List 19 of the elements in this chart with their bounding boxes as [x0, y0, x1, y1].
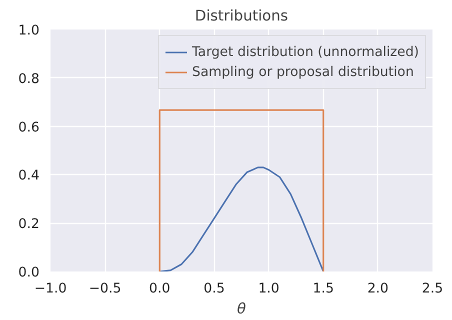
x-tick-label: 2.5	[422, 282, 444, 296]
y-tick-label: 0.0	[18, 266, 40, 280]
x-tick-label: 1.5	[312, 282, 334, 296]
y-tick-label: 0.4	[18, 168, 40, 184]
line-series	[158, 166, 324, 272]
chart-title: Distributions	[194, 8, 288, 24]
x-tick-label: 1.0	[258, 282, 280, 296]
legend-label: Sampling or proposal distribution	[192, 64, 414, 80]
legend-label: Target distribution (unnormalized)	[192, 44, 419, 60]
x-tick-label: 2.0	[367, 282, 389, 296]
y-tick-label: 0.8	[18, 72, 40, 87]
y-tick-label: 0.2	[18, 217, 40, 232]
y-tick-label: 0.6	[18, 120, 40, 136]
x-tick-label: −0.5	[88, 282, 122, 296]
x-tick-label: −1.0	[34, 282, 67, 296]
x-tick-label: 0.0	[149, 282, 170, 296]
x-axis-title: θ	[237, 300, 246, 318]
x-tick-label: 0.5	[204, 282, 225, 296]
y-tick-label: 1.0	[18, 24, 40, 38]
